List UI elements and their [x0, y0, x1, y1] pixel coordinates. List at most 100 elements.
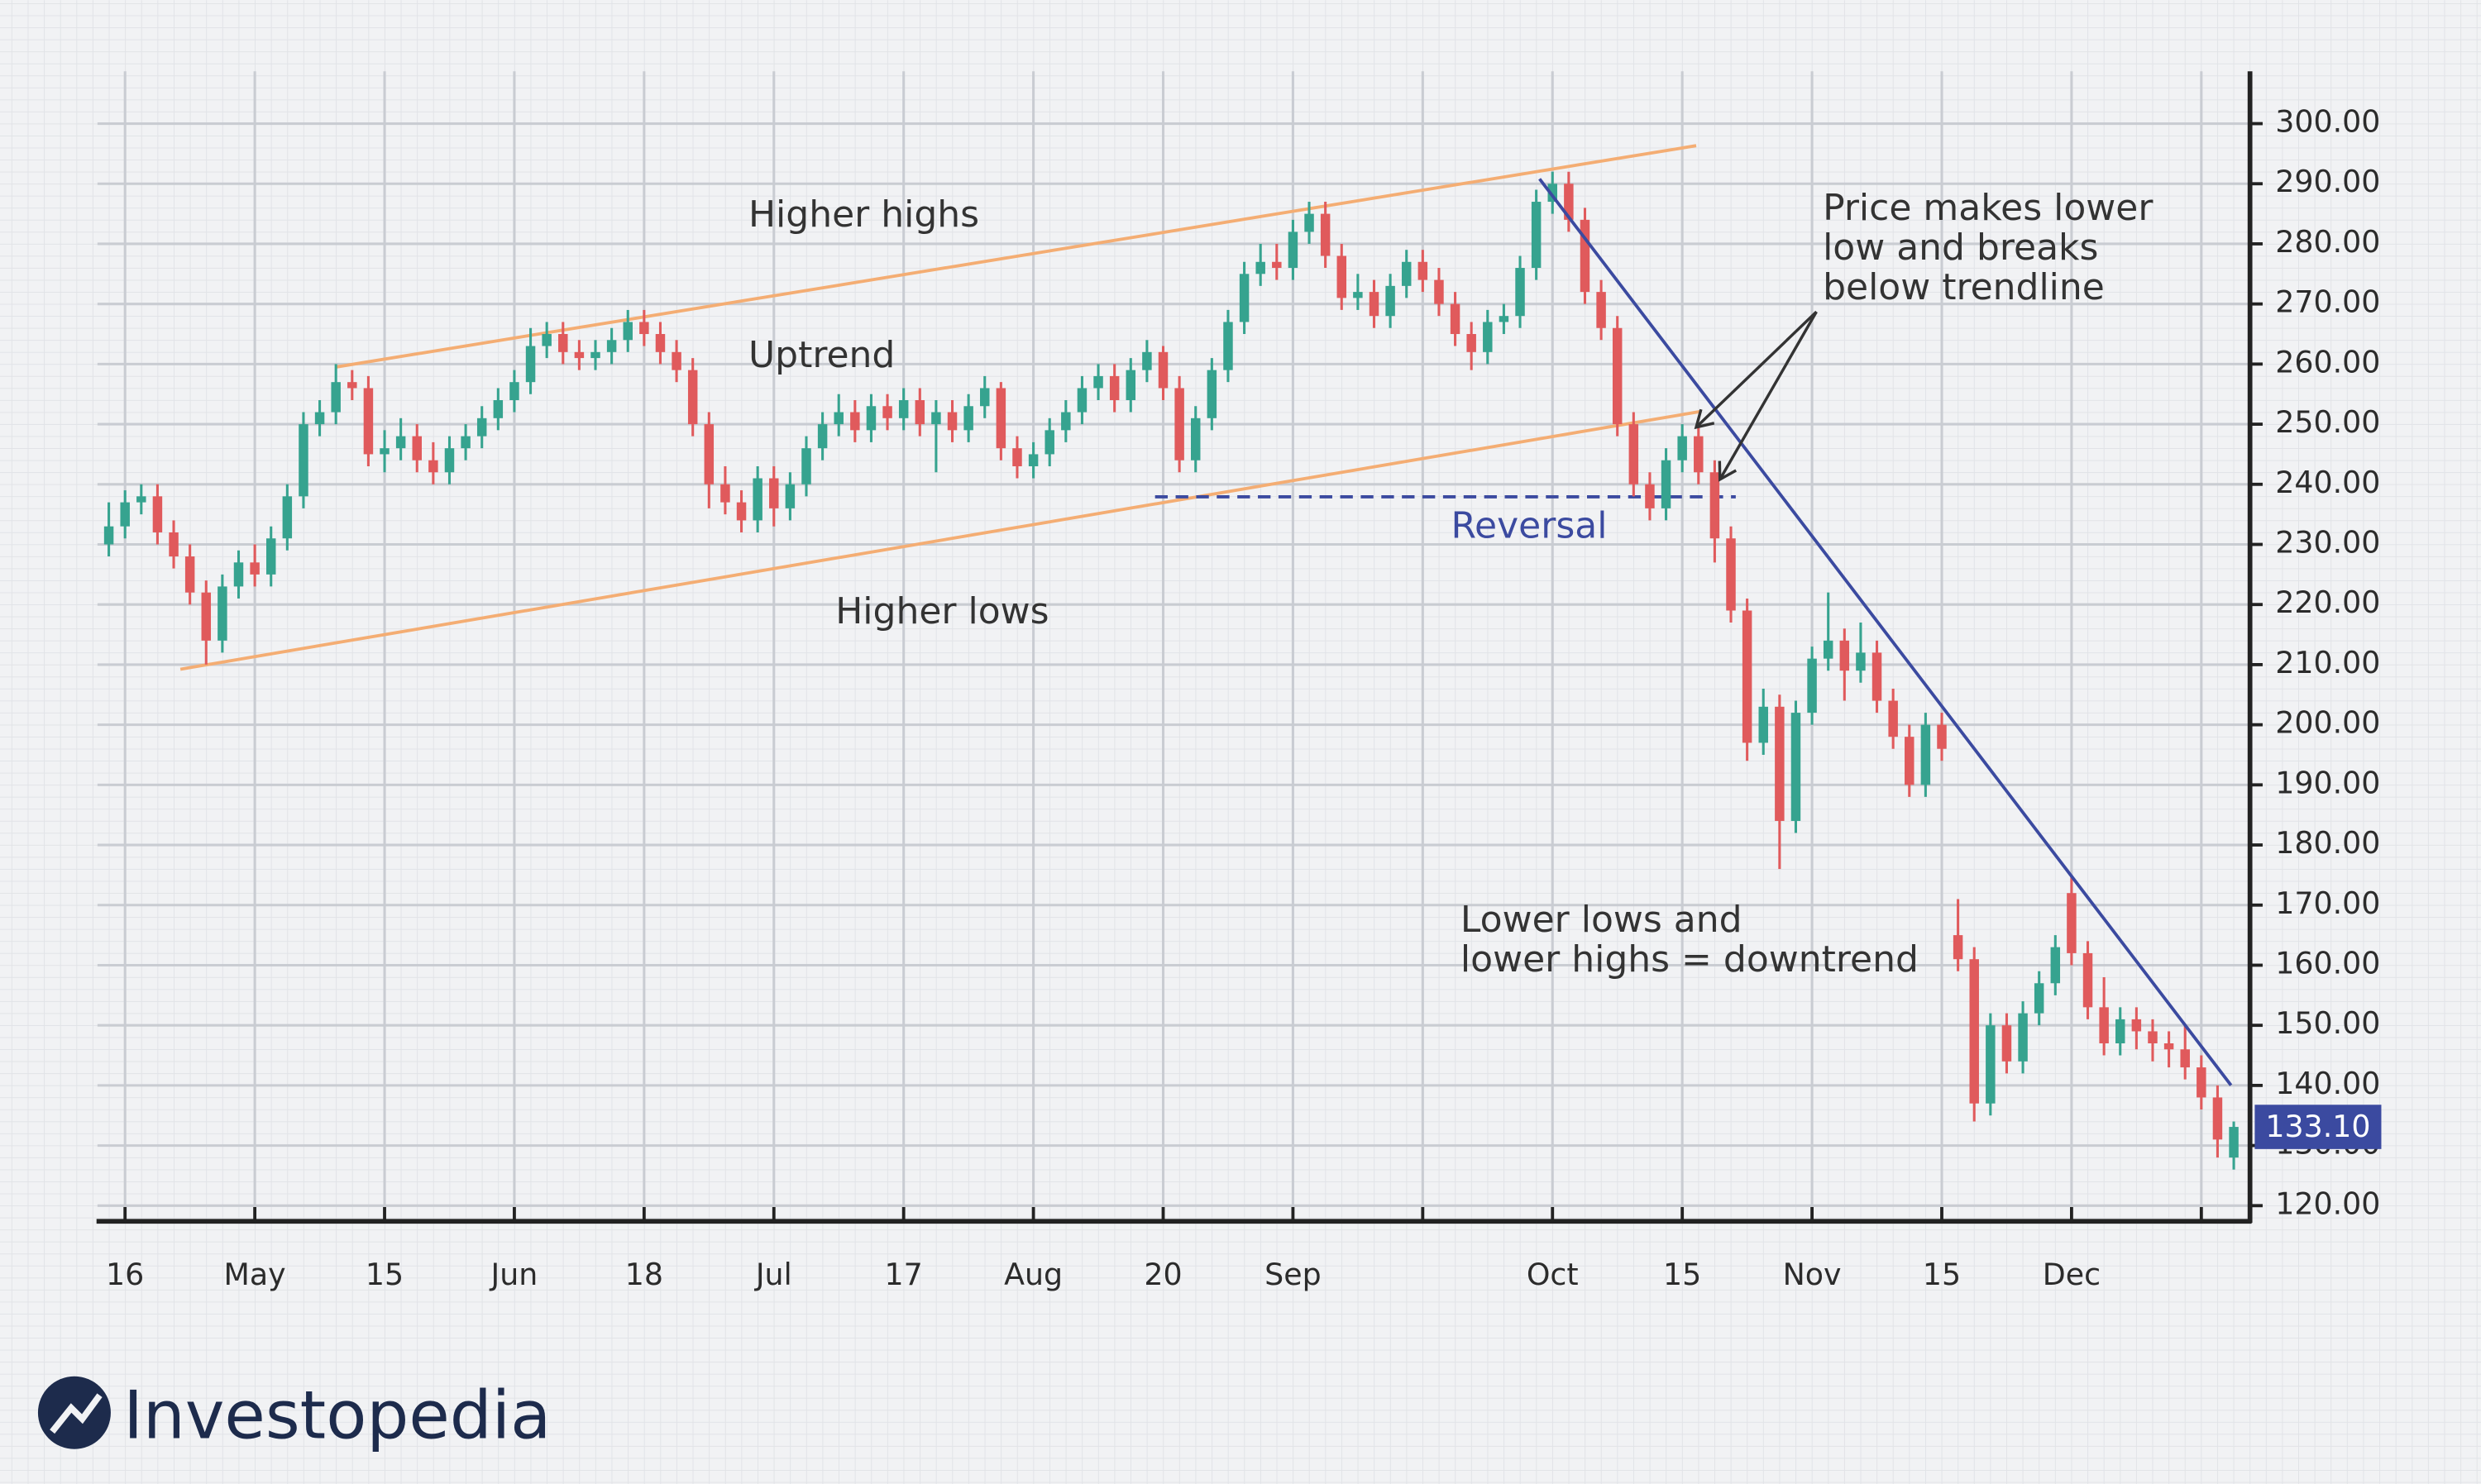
last-price-box: [2254, 1105, 2382, 1149]
y-tick-label: 150.00: [2275, 1005, 2380, 1041]
candle-body: [1028, 454, 1039, 466]
candle-body: [2018, 1013, 2028, 1062]
candle-body: [996, 388, 1006, 449]
annotation: Reversal: [1451, 505, 1607, 547]
candle-body: [1969, 959, 1979, 1104]
arrow: [1718, 311, 1818, 482]
candle-body: [1142, 351, 1152, 370]
logo-glyph: [50, 1393, 103, 1434]
x-tick-label: Nov: [1783, 1257, 1842, 1292]
candle-body: [395, 436, 406, 449]
y-tick-label: 170.00: [2275, 885, 2380, 921]
candle-body: [1126, 370, 1136, 400]
candle-body: [947, 412, 958, 431]
candle-body: [558, 334, 568, 352]
y-tick-label: 250.00: [2275, 404, 2380, 440]
candle-body: [1775, 706, 1785, 821]
candle-body: [882, 406, 892, 418]
candle-body: [1385, 285, 1395, 317]
candle-body: [103, 526, 114, 545]
candle-body: [2180, 1049, 2190, 1068]
x-tick-label: 15: [1923, 1257, 1961, 1292]
candle-body: [1207, 370, 1217, 418]
candle-body: [1174, 388, 1184, 460]
y-tick-label: 210.00: [2275, 645, 2380, 680]
candle-body: [1564, 184, 1574, 220]
candle-body: [1612, 327, 1623, 425]
candle-body: [282, 496, 293, 539]
candle-body: [509, 382, 519, 400]
candle-body: [299, 424, 308, 497]
candle-body: [1920, 724, 1931, 785]
candle-body: [2229, 1127, 2239, 1158]
candle-body: [331, 382, 341, 413]
candle-body: [1986, 1025, 1996, 1104]
candle-body: [1045, 430, 1054, 455]
y-tick-label: 140.00: [2275, 1066, 2380, 1101]
x-tick-label: Dec: [2043, 1257, 2101, 1292]
candle-body: [218, 586, 227, 641]
candle-body: [1369, 292, 1379, 317]
x-tick-label: Aug: [1004, 1257, 1063, 1292]
x-tick-label: 18: [625, 1257, 663, 1292]
candle-body: [525, 346, 536, 383]
candle-body: [136, 496, 146, 503]
candle-body: [1888, 700, 1898, 737]
candle-body: [834, 412, 844, 425]
candle-body: [1823, 640, 1833, 659]
candle-body: [1953, 935, 1963, 960]
candle-body: [476, 418, 487, 437]
candle-body: [461, 436, 471, 449]
candle-body: [931, 412, 941, 425]
y-tick-label: 200.00: [2275, 705, 2380, 741]
candles: [103, 171, 2239, 1170]
annotations: Higher highs Uptrend Higher lows Reversa…: [748, 187, 2154, 981]
y-tick-label: 230.00: [2275, 525, 2380, 561]
candle-body: [1158, 351, 1169, 389]
candle-body: [428, 460, 438, 473]
y-tick-label: 240.00: [2275, 465, 2380, 500]
annotation: below trendline: [1823, 266, 2105, 308]
candle-body: [152, 496, 163, 532]
candle-body: [2163, 1043, 2174, 1050]
candle-body: [1077, 388, 1088, 413]
candle-body: [542, 334, 552, 346]
annotation: low and breaks: [1823, 227, 2098, 269]
candle-body: [1304, 213, 1314, 232]
candle-body: [687, 370, 698, 425]
candle-body: [1742, 610, 1752, 743]
candle-body: [2082, 952, 2093, 1008]
candle-body: [1450, 303, 1460, 335]
candle-body: [1093, 375, 1103, 389]
candle-body: [347, 382, 357, 389]
candle-body: [1645, 484, 1655, 508]
candle-body: [1223, 322, 1233, 370]
candle-body: [1661, 460, 1671, 508]
candle-body: [753, 478, 762, 521]
annotation: Uptrend: [748, 334, 895, 376]
candle-body: [1239, 274, 1250, 322]
candle-body: [1758, 706, 1768, 743]
y-tick-label: 180.00: [2275, 825, 2380, 861]
candle-body: [769, 478, 779, 508]
downtrend-line: [1538, 178, 2233, 1086]
candle-body: [1483, 322, 1493, 352]
y-tick-label: 220.00: [2275, 585, 2380, 620]
axes: 120.00130.00140.00150.00160.00170.00180.…: [96, 71, 2382, 1292]
candle-body: [2131, 1019, 2142, 1032]
candle-body: [201, 592, 212, 641]
candle-body: [801, 448, 811, 484]
x-tick-label: May: [224, 1257, 286, 1292]
candle-body: [1905, 737, 1915, 785]
annotation: lower highs = downtrend: [1460, 938, 1919, 981]
candle-body: [736, 502, 747, 521]
candle-body: [120, 502, 130, 527]
annotation: Higher highs: [748, 193, 979, 236]
x-tick-label: 17: [885, 1257, 923, 1292]
candle-body: [1320, 213, 1331, 256]
candle-body: [963, 406, 973, 431]
candle-body: [2050, 947, 2061, 984]
candle-body: [1790, 713, 1801, 821]
candle-body: [1872, 652, 1882, 701]
